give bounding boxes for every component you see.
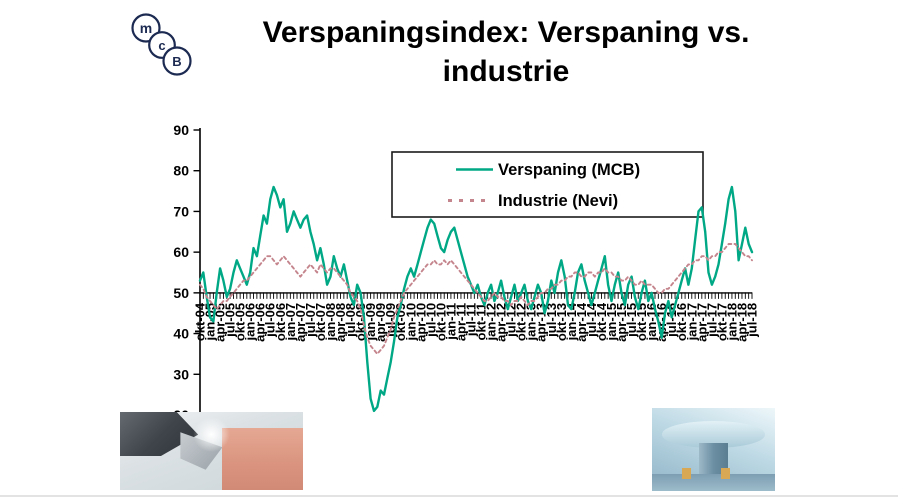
x-tick-label: okt-12 — [514, 303, 529, 341]
photo-shape — [222, 427, 303, 490]
logo-letter-c: c — [158, 38, 165, 53]
x-tick-label: okt-13 — [554, 303, 569, 341]
logo-letter-b: B — [172, 54, 181, 69]
x-tick-label: okt-06 — [273, 303, 288, 341]
x-tick-label: okt-16 — [674, 303, 689, 341]
chart-ticks-and-labels: 2030405060708090okt-04jan-05apr-05jul-05… — [173, 122, 759, 423]
x-tick-label: jan-08 — [323, 303, 338, 342]
x-tick-label: jan-17 — [684, 303, 699, 342]
series-line-industrie — [199, 243, 753, 355]
x-tick-label: apr-10 — [413, 303, 428, 342]
slide-title-line1: Verspaningsindex: Verspaning vs. — [262, 16, 750, 49]
y-tick-label: 60 — [173, 244, 189, 260]
x-tick-label: jul-14 — [584, 302, 599, 338]
x-tick-label: jan-10 — [403, 303, 418, 342]
chart-legend: Verspaning (MCB) Industrie (Nevi) — [391, 151, 704, 218]
logo-letter-m: m — [140, 20, 152, 36]
y-tick-label: 90 — [173, 122, 189, 138]
x-tick-label: apr-18 — [734, 303, 749, 342]
x-tick-label: okt-15 — [634, 303, 649, 341]
x-tick-label: apr-05 — [213, 303, 228, 342]
slide-title: Verspaningsindex: Verspaning vs. industr… — [200, 13, 812, 91]
slide-title-line2: industrie — [442, 55, 570, 88]
x-tick-label: apr-12 — [494, 303, 509, 342]
x-tick-label: jan-07 — [283, 303, 298, 342]
x-tick-label: jul-16 — [664, 303, 679, 338]
x-tick-label: jul-17 — [704, 303, 719, 338]
photo-drilling-machine — [652, 408, 775, 491]
x-tick-label: apr-09 — [373, 303, 388, 342]
y-tick-label: 50 — [173, 285, 189, 301]
x-tick-label: okt-14 — [594, 302, 609, 341]
x-tick-label: jul-07 — [303, 303, 318, 338]
x-tick-label: jan-13 — [524, 303, 539, 342]
x-tick-label: jul-05 — [223, 303, 238, 338]
x-tick-label: jul-12 — [504, 303, 519, 338]
x-tick-label: jul-09 — [383, 303, 398, 338]
photo-shape — [720, 468, 730, 480]
legend-box — [391, 151, 704, 218]
x-tick-label: jan-14 — [564, 302, 579, 341]
x-tick-label: apr-14 — [574, 302, 589, 342]
x-tick-label: jul-13 — [544, 303, 559, 338]
x-tick-label: jan-09 — [363, 303, 378, 342]
x-tick-label: jul-06 — [263, 303, 278, 338]
x-tick-label: jul-15 — [624, 303, 639, 338]
x-tick-label: okt-05 — [233, 303, 248, 341]
x-tick-label: apr-07 — [293, 303, 308, 342]
series-line-verspaning — [198, 185, 754, 413]
logo-circle — [162, 46, 192, 76]
y-tick-label: 70 — [173, 203, 189, 219]
legend-label-industrie: Industrie (Nevi) — [498, 192, 618, 210]
x-tick-label: jul-11 — [463, 303, 478, 337]
x-tick-label: jan-06 — [243, 303, 258, 342]
photo-shape — [681, 468, 691, 480]
legend-label-verspaning: Verspaning (MCB) — [498, 161, 640, 179]
x-tick-label: jul-08 — [343, 303, 358, 338]
x-tick-label: okt-17 — [714, 303, 729, 341]
x-tick-label: jan-15 — [604, 303, 619, 342]
x-tick-label: apr-11 — [453, 303, 468, 341]
x-tick-label: apr-08 — [333, 303, 348, 342]
chart-series — [198, 185, 754, 413]
mcb-logo: m c B — [131, 13, 192, 76]
y-tick-label: 30 — [173, 366, 189, 382]
x-tick-label: okt-10 — [433, 303, 448, 341]
y-tick-label: 80 — [173, 163, 189, 179]
x-tick-label: okt-04 — [193, 302, 208, 341]
x-tick-label: okt-11 — [474, 303, 489, 341]
x-tick-label: apr-17 — [694, 303, 709, 342]
x-tick-label: okt-07 — [313, 303, 328, 341]
x-tick-label: jul-10 — [423, 303, 438, 338]
x-tick-label: apr-06 — [253, 303, 268, 342]
x-tick-label: jan-11 — [443, 303, 458, 341]
x-tick-label: jan-18 — [724, 303, 739, 342]
x-tick-label: jan-12 — [484, 303, 499, 342]
photo-shape — [193, 416, 230, 452]
x-tick-label: jul-18 — [745, 303, 760, 338]
y-tick-label: 40 — [173, 326, 189, 342]
photo-machining-tool — [120, 412, 303, 490]
x-tick-label: apr-15 — [614, 303, 629, 342]
photo-shape — [652, 474, 775, 491]
